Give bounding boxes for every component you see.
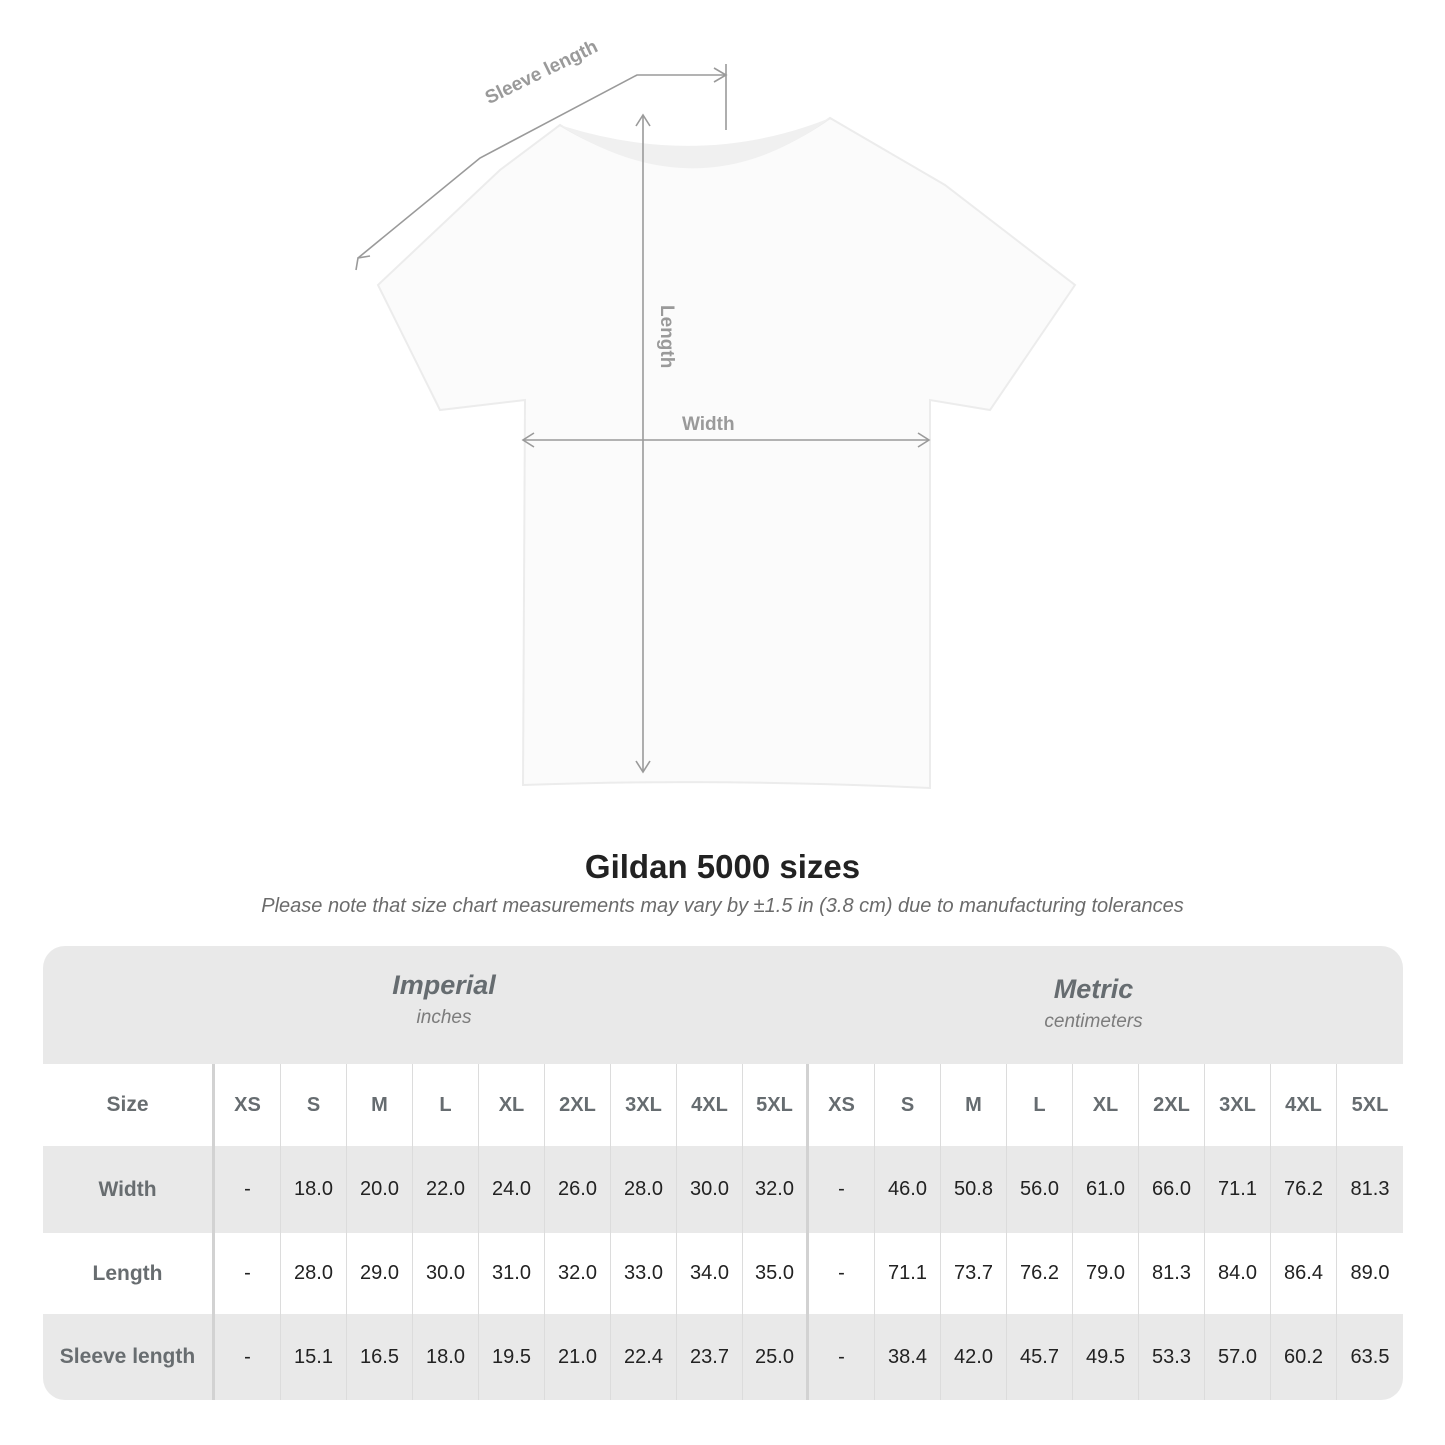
tshirt-diagram xyxy=(355,64,1077,790)
table-cell: 45.7 xyxy=(1007,1314,1073,1400)
table-cell: S xyxy=(281,1064,347,1146)
table-row: Length -28.0 29.0 30.0 31.0 32.0 33.0 34.0 35.0-… xyxy=(43,1233,1403,1314)
metric-header: Metric centimeters xyxy=(809,946,1378,1064)
table-cell: 30.0 xyxy=(413,1233,479,1314)
length-label: Length xyxy=(656,305,677,369)
table-cell: 18.0 xyxy=(281,1146,347,1233)
table-cell: 3XL xyxy=(1205,1064,1271,1146)
table-cell: 31.0 xyxy=(479,1233,545,1314)
collar xyxy=(560,118,830,169)
unit-name: Imperial xyxy=(392,970,496,1000)
table-cell: - xyxy=(215,1233,281,1314)
table-cell: - xyxy=(809,1146,875,1233)
table-cell: 38.4 xyxy=(875,1314,941,1400)
table-cell: 76.2 xyxy=(1007,1233,1073,1314)
size-table: Imperial inches Metric centimeters Size X… xyxy=(43,946,1403,1400)
table-cell: S xyxy=(875,1064,941,1146)
row-label: Length xyxy=(43,1233,215,1314)
table-cell: XL xyxy=(479,1064,545,1146)
table-cell: 30.0 xyxy=(677,1146,743,1233)
table-cell: 84.0 xyxy=(1205,1233,1271,1314)
table-cell: 32.0 xyxy=(545,1233,611,1314)
size-header-row: Size XS S M L XL 2XL 3XL 4XL 5XL XS S M L XL 2XL 3XL 4XL 5… xyxy=(43,1064,1403,1146)
table-cell: 34.0 xyxy=(677,1233,743,1314)
table-cell: M xyxy=(941,1064,1007,1146)
table-cell: 61.0 xyxy=(1073,1146,1139,1233)
table-cell: 5XL xyxy=(1351,1093,1389,1116)
imperial-header: Imperial inches xyxy=(215,946,673,1064)
unit-name: Metric xyxy=(1053,974,1134,1004)
width-label: Width xyxy=(682,414,735,435)
table-cell: XS xyxy=(215,1064,281,1146)
table-cell: 60.2 xyxy=(1271,1314,1337,1400)
table-cell: - xyxy=(809,1314,875,1400)
table-cell: 35.0 xyxy=(743,1233,809,1314)
table-cell: 19.5 xyxy=(479,1314,545,1400)
table-cell: 28.0 xyxy=(281,1233,347,1314)
table-cell: 56.0 xyxy=(1007,1146,1073,1233)
table-cell: 21.0 xyxy=(545,1314,611,1400)
row-label: Size xyxy=(43,1064,215,1146)
unit-sub: centimeters xyxy=(1044,1011,1143,1032)
table-cell: 22.0 xyxy=(413,1146,479,1233)
table-cell: 81.3 xyxy=(1350,1178,1390,1200)
table-cell: L xyxy=(413,1064,479,1146)
table-cell: 15.1 xyxy=(281,1314,347,1400)
table-cell: 25.0 xyxy=(743,1314,809,1400)
table-cell: 81.3 xyxy=(1139,1233,1205,1314)
table-cell: 79.0 xyxy=(1073,1233,1139,1314)
table-cell: 20.0 xyxy=(347,1146,413,1233)
table-cell: 2XL xyxy=(1139,1064,1205,1146)
table-cell: 63.5 xyxy=(1350,1345,1390,1368)
table-cell: 50.8 xyxy=(941,1146,1007,1233)
table-cell: 33.0 xyxy=(611,1233,677,1314)
table-cell: - xyxy=(215,1146,281,1233)
table-cell: 23.7 xyxy=(677,1314,743,1400)
table-cell: 24.0 xyxy=(479,1146,545,1233)
tolerance-note: Please note that size chart measurements… xyxy=(261,895,1184,917)
table-cell: - xyxy=(809,1233,875,1314)
unit-sub: inches xyxy=(416,1007,472,1028)
table-cell: 22.4 xyxy=(611,1314,677,1400)
table-cell: 28.0 xyxy=(611,1146,677,1233)
table-cell: L xyxy=(1007,1064,1073,1146)
table-cell: 71.1 xyxy=(1205,1146,1271,1233)
table-cell: 86.4 xyxy=(1271,1233,1337,1314)
table-row: Width -18.0 20.0 22.0 24.0 26.0 28.0 30.0 32.0-4… xyxy=(43,1146,1403,1233)
table-cell: 26.0 xyxy=(545,1146,611,1233)
table-cell: 3XL xyxy=(611,1064,677,1146)
table-cell: - xyxy=(215,1314,281,1400)
table-cell: 57.0 xyxy=(1205,1314,1271,1400)
table-cell: 46.0 xyxy=(875,1146,941,1233)
table-cell: 49.5 xyxy=(1073,1314,1139,1400)
table-cell: 16.5 xyxy=(347,1314,413,1400)
measure-arrows xyxy=(355,64,931,774)
table-cell: XL xyxy=(1073,1064,1139,1146)
table-cell: 2XL xyxy=(545,1064,611,1146)
table-cell: 66.0 xyxy=(1139,1146,1205,1233)
row-label: Width xyxy=(43,1146,215,1233)
table-cell: 29.0 xyxy=(347,1233,413,1314)
table-cell: 32.0 xyxy=(743,1146,809,1233)
row-label: Sleeve length xyxy=(43,1314,215,1400)
table-cell: 18.0 xyxy=(413,1314,479,1400)
table-cell: 73.7 xyxy=(941,1233,1007,1314)
table-cell: 53.3 xyxy=(1139,1314,1205,1400)
table-cell: 4XL xyxy=(1271,1064,1337,1146)
table-cell: 71.1 xyxy=(875,1233,941,1314)
page-title: Gildan 5000 sizes xyxy=(584,848,861,885)
tshirt-shape xyxy=(376,116,1077,790)
table-cell: 76.2 xyxy=(1271,1146,1337,1233)
table-cell: M xyxy=(347,1064,413,1146)
table-cell: 42.0 xyxy=(941,1314,1007,1400)
table-cell: 89.0 xyxy=(1350,1262,1390,1284)
table-row: Sleeve length -15.1 16.5 18.0 19.5 21.0 22.4 23… xyxy=(43,1314,1403,1400)
table-cell: XS xyxy=(809,1064,875,1146)
table-cell: 4XL xyxy=(677,1064,743,1146)
table-cell: 5XL xyxy=(743,1064,809,1146)
